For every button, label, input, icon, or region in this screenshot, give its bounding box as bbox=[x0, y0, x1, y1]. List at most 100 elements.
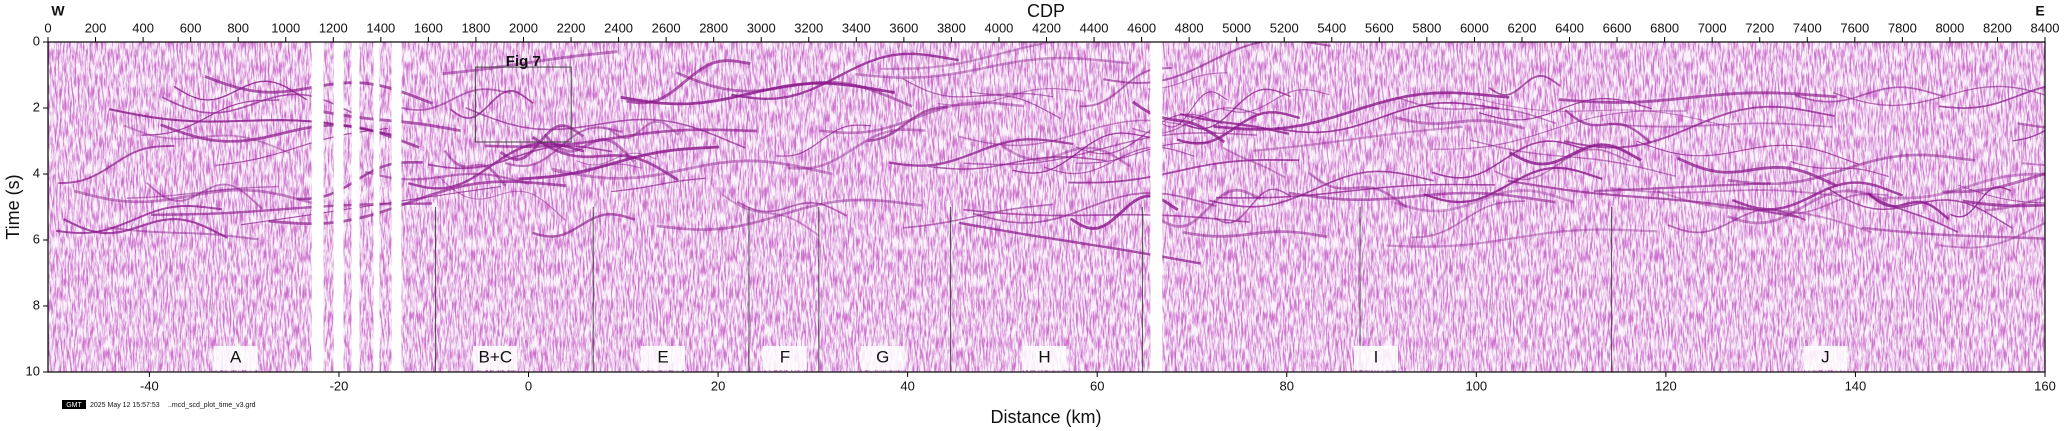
reflector bbox=[611, 177, 706, 193]
reflector bbox=[550, 159, 833, 180]
reflector bbox=[1182, 230, 1328, 239]
x-tick-label: 600 bbox=[180, 20, 202, 35]
x-tick-label: 3400 bbox=[842, 20, 871, 35]
x2-tick-label: -40 bbox=[140, 378, 159, 393]
x-tick-label: 2000 bbox=[509, 20, 538, 35]
reflector bbox=[1043, 146, 1195, 175]
reflector bbox=[485, 128, 757, 149]
x2-tick-label: -20 bbox=[330, 378, 349, 393]
reflector bbox=[2012, 129, 2045, 142]
reflector bbox=[928, 156, 1107, 170]
reflector bbox=[1790, 160, 1889, 178]
reflector bbox=[1794, 86, 1943, 103]
reflector bbox=[1509, 143, 1642, 166]
reflector bbox=[1274, 101, 1500, 134]
reflector bbox=[1731, 181, 1904, 211]
footer-badge bbox=[62, 400, 86, 409]
x-tick-label: 0 bbox=[44, 20, 51, 35]
x-tick-label: 6600 bbox=[1603, 20, 1632, 35]
reflector bbox=[1939, 86, 2045, 109]
reflector bbox=[675, 71, 913, 108]
reflector bbox=[1777, 193, 1889, 215]
x2-tick-label: 60 bbox=[1090, 378, 1104, 393]
reflector bbox=[1558, 91, 1837, 104]
x-tick-label: 3800 bbox=[937, 20, 966, 35]
reflector bbox=[1176, 111, 1301, 145]
reflector bbox=[427, 145, 613, 170]
zone-label-bg bbox=[641, 346, 686, 370]
reflector bbox=[1214, 188, 1292, 224]
reflector bbox=[1431, 140, 1586, 179]
reflector bbox=[1131, 100, 1226, 144]
reflector bbox=[173, 80, 307, 101]
reflector bbox=[1507, 179, 1799, 219]
x2-tick-label: 80 bbox=[1280, 378, 1294, 393]
zone-label: F bbox=[780, 347, 790, 366]
x2-tick-label: 160 bbox=[2034, 378, 2056, 393]
reflector bbox=[399, 88, 511, 111]
x-tick-label: 2400 bbox=[604, 20, 633, 35]
data-gap bbox=[1150, 42, 1163, 372]
reflector bbox=[1564, 109, 1652, 144]
reflector bbox=[240, 185, 501, 226]
reflector bbox=[1478, 98, 1653, 121]
zone-label-bg bbox=[1022, 346, 1067, 370]
reflector bbox=[543, 133, 636, 163]
reflector bbox=[1883, 172, 2045, 200]
reflector bbox=[123, 124, 290, 154]
reflector bbox=[1727, 153, 1976, 186]
reflector bbox=[1307, 171, 1408, 209]
x-tick-label: 5600 bbox=[1365, 20, 1394, 35]
reflector bbox=[1636, 140, 1860, 165]
fig7-box bbox=[474, 66, 572, 143]
zone-label: E bbox=[657, 347, 668, 366]
reflector bbox=[1068, 158, 1300, 184]
reflector bbox=[736, 201, 848, 217]
x-tick-label: 2200 bbox=[557, 20, 586, 35]
fig7-label: Fig 7 bbox=[506, 53, 541, 70]
y-tick-label: 6 bbox=[33, 231, 40, 246]
reflector bbox=[141, 99, 280, 136]
data-gap bbox=[333, 42, 344, 372]
reflector bbox=[1609, 186, 1841, 198]
reflector bbox=[1216, 183, 1496, 199]
x-tick-label: 8200 bbox=[1983, 20, 2012, 35]
reflector bbox=[1871, 195, 1959, 233]
x-tick-label: 1800 bbox=[461, 20, 490, 35]
zone-label-bg bbox=[860, 346, 905, 370]
reflector bbox=[888, 138, 1074, 167]
reflector bbox=[626, 59, 751, 105]
reflector bbox=[776, 124, 872, 157]
reflector bbox=[1222, 89, 1330, 113]
x-tick-label: 3600 bbox=[889, 20, 918, 35]
reflector bbox=[107, 226, 259, 241]
reflector bbox=[1393, 189, 1575, 213]
x-tick-label: 800 bbox=[227, 20, 249, 35]
y-tick-label: 10 bbox=[26, 363, 40, 378]
east-label: E bbox=[2035, 3, 2044, 19]
reflector bbox=[1867, 192, 1950, 221]
reflector bbox=[1563, 105, 1835, 149]
data-gap bbox=[351, 42, 360, 372]
reflector bbox=[55, 204, 222, 235]
zone-label-bg bbox=[473, 346, 518, 370]
footer-gmt: GMT bbox=[66, 402, 82, 409]
west-label: W bbox=[51, 3, 65, 19]
x-tick-label: 4000 bbox=[984, 20, 1013, 35]
reflector bbox=[1861, 226, 2045, 240]
zone-label: J bbox=[1821, 347, 1830, 366]
x-tick-label: 7800 bbox=[1888, 20, 1917, 35]
reflector bbox=[958, 119, 1217, 147]
x-tick-label: 4600 bbox=[1127, 20, 1156, 35]
reflector bbox=[1103, 42, 1331, 85]
x-tick-label: 4800 bbox=[1175, 20, 1204, 35]
x-tick-label: 7200 bbox=[1745, 20, 1774, 35]
reflector bbox=[1395, 116, 1526, 130]
reflector bbox=[937, 88, 1083, 106]
reflector bbox=[438, 176, 566, 221]
reflector bbox=[1950, 186, 2012, 218]
x-tick-label: 2600 bbox=[652, 20, 681, 35]
reflector bbox=[576, 152, 657, 166]
x-tick-label: 6800 bbox=[1650, 20, 1679, 35]
